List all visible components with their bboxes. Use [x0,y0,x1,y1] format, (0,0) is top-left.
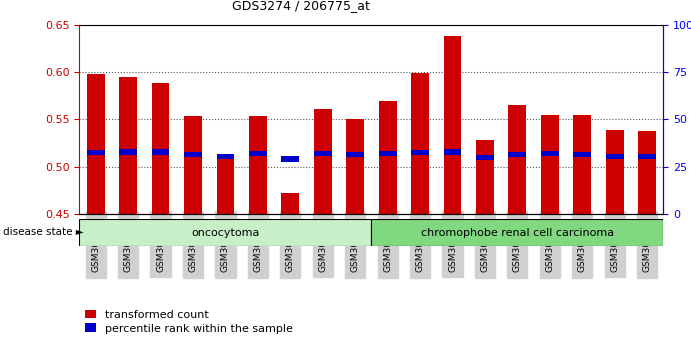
Title: GDS3274 / 206775_at: GDS3274 / 206775_at [232,0,370,12]
Bar [120,77,137,214]
Bar [638,154,656,159]
Bar [151,149,169,154]
Bar [281,193,299,214]
Text: chromophobe renal cell carcinoma: chromophobe renal cell carcinoma [421,228,614,238]
Bar [184,152,202,157]
Bar [509,152,527,157]
Bar [120,149,137,154]
Bar [541,115,559,214]
Bar [346,152,364,157]
Bar [574,152,591,157]
Bar [379,101,397,214]
Bar [411,150,429,155]
Bar [79,219,372,246]
Bar [509,105,527,214]
Bar [87,150,104,155]
Text: oncocytoma: oncocytoma [191,228,260,238]
Bar [151,84,169,214]
Bar [184,116,202,214]
Bar [249,116,267,214]
Bar [249,151,267,156]
Bar [314,109,332,214]
Bar [574,115,591,214]
Bar [314,151,332,156]
Bar [541,151,559,156]
Text: disease state ►: disease state ► [3,227,84,237]
Bar [606,130,623,214]
Bar [411,73,429,214]
Bar [216,155,234,214]
Bar [371,219,663,246]
Bar [346,119,364,214]
Legend: transformed count, percentile rank within the sample: transformed count, percentile rank withi… [85,310,293,333]
Bar [638,131,656,214]
Bar [444,149,462,154]
Bar [476,140,494,214]
Bar [216,154,234,159]
Bar [606,154,623,159]
Bar [476,154,494,160]
Bar [87,74,104,214]
Bar [379,151,397,156]
Bar [281,156,299,162]
Bar [444,36,462,214]
